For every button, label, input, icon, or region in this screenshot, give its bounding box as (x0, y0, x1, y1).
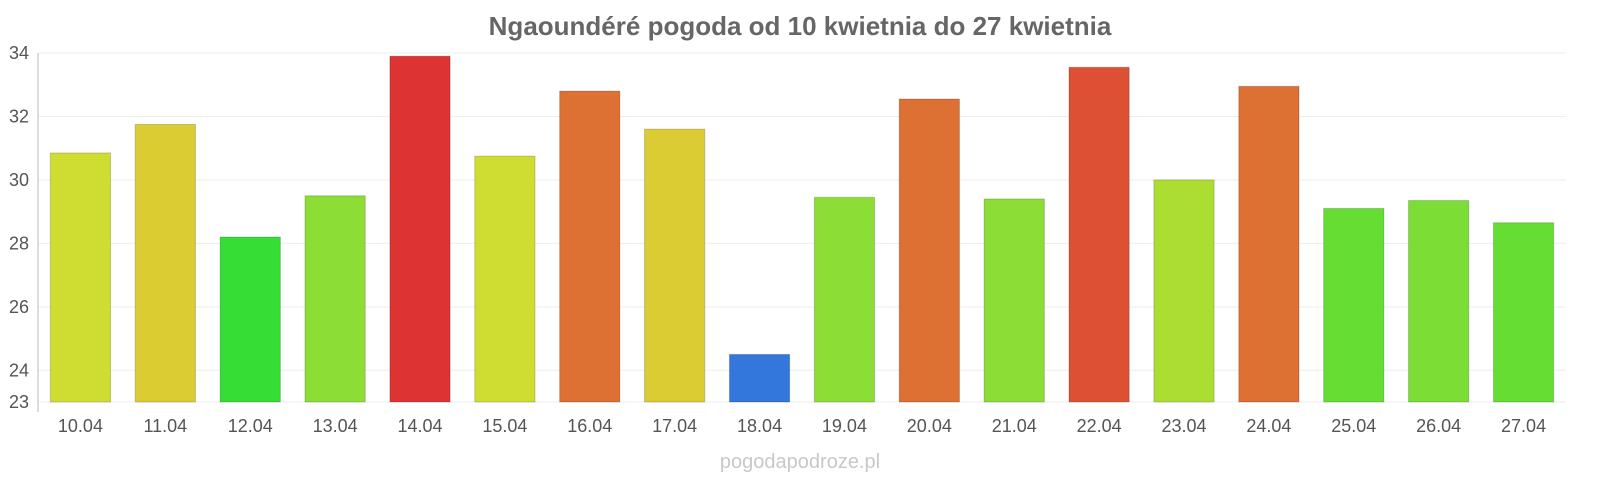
x-tick-label: 25.04 (1331, 416, 1376, 436)
x-tick-label: 13.04 (313, 416, 358, 436)
bar-21.04 (983, 198, 1045, 403)
bar-16.04 (559, 90, 621, 403)
x-tick-label: 16.04 (567, 416, 612, 436)
bar-13.04 (304, 195, 366, 403)
x-tick-label: 27.04 (1501, 416, 1546, 436)
bar-15.04 (474, 155, 536, 403)
y-tick-label: 24 (9, 360, 29, 380)
y-tick-label: 34 (9, 43, 29, 63)
bar-23.04 (1153, 179, 1215, 403)
y-axis-ticks: 23 24 26 28 30 32 34 (9, 43, 29, 412)
x-tick-label: 12.04 (228, 416, 273, 436)
x-tick-label: 21.04 (992, 416, 1037, 436)
x-tick-label: 23.04 (1161, 416, 1206, 436)
bar-20.04 (898, 98, 960, 403)
bar-24.04 (1238, 85, 1300, 403)
grid (38, 52, 1566, 403)
bar-14.04 (389, 55, 451, 403)
x-tick-label: 22.04 (1077, 416, 1122, 436)
x-axis-ticks: 10.04 11.04 12.04 13.04 14.04 15.04 16.04 17.04… (58, 416, 1546, 436)
x-tick-label: 14.04 (397, 416, 442, 436)
bar-19.04 (813, 196, 876, 403)
bar-12.04 (219, 236, 281, 403)
bar-26.04 (1408, 200, 1470, 403)
x-tick-label: 20.04 (907, 416, 952, 436)
y-tick-label: 23 (9, 392, 29, 412)
bar-22.04 (1068, 66, 1130, 403)
x-tick-label: 17.04 (652, 416, 697, 436)
watermark-text: pogodapodroze.pl (720, 451, 880, 473)
bar-18.04 (728, 353, 791, 403)
x-tick-label: 19.04 (822, 416, 867, 436)
bar-25.04 (1323, 207, 1385, 403)
y-tick-label: 26 (9, 297, 29, 317)
x-tick-label: 11.04 (143, 416, 187, 436)
y-tick-label: 32 (9, 106, 29, 126)
chart-title: Ngaoundéré pogoda od 10 kwietnia do 27 k… (489, 11, 1112, 41)
x-tick-label: 10.04 (58, 416, 103, 436)
bar-11.04 (134, 123, 196, 403)
x-tick-label: 24.04 (1246, 416, 1291, 436)
y-tick-label: 28 (9, 233, 29, 253)
x-tick-label: 26.04 (1416, 416, 1461, 436)
x-tick-label: 15.04 (482, 416, 527, 436)
bar-10.04 (49, 152, 112, 403)
x-tick-label: 18.04 (737, 416, 782, 436)
bar-27.04 (1492, 222, 1555, 403)
bar-17.04 (644, 128, 706, 403)
y-tick-label: 30 (9, 170, 29, 190)
bars (49, 55, 1555, 403)
